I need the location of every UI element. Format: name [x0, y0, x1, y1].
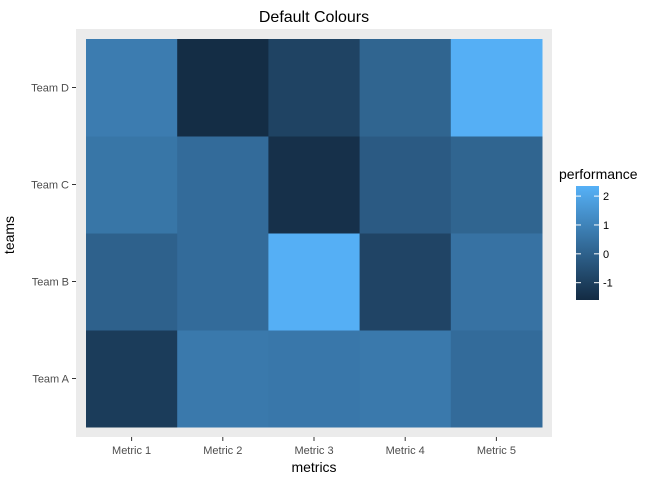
heatmap-cell	[86, 136, 178, 234]
heatmap-cell	[268, 39, 361, 137]
y-tick-label: Team A	[32, 374, 69, 386]
heatmap-cell	[450, 39, 543, 137]
legend-tick-label: -1	[603, 278, 613, 290]
heatmap-cell	[450, 233, 543, 331]
heatmap-cell	[268, 233, 361, 331]
legend-tick-label: 0	[603, 249, 609, 261]
y-tick-label: Team D	[31, 83, 69, 95]
heatmap-cell	[359, 330, 452, 428]
x-tick-label: Metric 4	[386, 445, 425, 457]
x-axis-title: metrics	[291, 459, 336, 475]
x-tick-label: Metric 1	[112, 445, 151, 457]
y-axis-title: teams	[1, 216, 17, 254]
heatmap-cell	[359, 233, 452, 331]
heatmap-cell	[359, 39, 452, 137]
heatmap-tiles	[86, 39, 543, 428]
y-tick-label: Team C	[31, 180, 69, 192]
heatmap-cell	[86, 39, 178, 137]
heatmap-cell	[177, 39, 269, 137]
legend-color-bar	[576, 186, 599, 300]
heatmap-cell	[86, 233, 178, 331]
legend-title: performance	[559, 166, 638, 182]
heatmap-cell	[359, 136, 452, 234]
x-tick-label: Metric 3	[294, 445, 333, 457]
x-tick-label: Metric 2	[203, 445, 242, 457]
x-axis: Metric 1 Metric 2 Metric 3 Metric 4 Metric 5	[112, 437, 516, 457]
heatmap-cell	[268, 330, 361, 428]
heatmap-cell	[268, 136, 361, 234]
heatmap-cell	[177, 330, 269, 428]
x-tick-label: Metric 5	[477, 445, 516, 457]
legend-tick-label: 1	[603, 220, 609, 232]
heatmap-cell	[177, 233, 269, 331]
legend-tick-label: 2	[603, 191, 609, 203]
color-legend: performance 2 1 0 -1	[559, 166, 638, 300]
y-axis: Team A Team B Team C Team D	[31, 83, 76, 386]
chart-title: Default Colours	[259, 9, 369, 26]
heatmap-cell	[86, 330, 178, 428]
y-tick-label: Team B	[32, 277, 69, 289]
heatmap-cell	[177, 136, 269, 234]
heatmap-cell	[450, 330, 543, 428]
heatmap-cell	[450, 136, 543, 234]
